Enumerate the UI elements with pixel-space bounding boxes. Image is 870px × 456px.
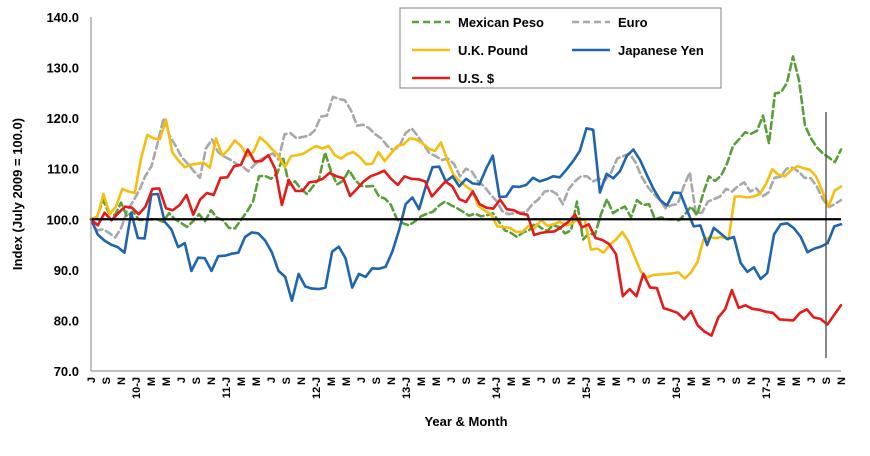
x-tick-label: 11-J xyxy=(221,377,233,398)
x-tick-label: N xyxy=(296,377,308,385)
y-tick-labels: 70.0 80.0 90.0 100.0 110.0 120.0 130.0 140.0 xyxy=(46,10,79,379)
x-tick-label: M xyxy=(251,377,263,386)
x-tick-label: M xyxy=(791,377,803,386)
y-tick-label: 140.0 xyxy=(46,10,79,25)
y-tick-label: 120.0 xyxy=(46,111,79,126)
x-tick-label: N xyxy=(206,377,218,385)
legend-label: Mexican Peso xyxy=(458,15,544,30)
legend-label: U.S. $ xyxy=(458,71,495,86)
x-tick-label: J xyxy=(626,377,638,383)
series-line-mexican-peso xyxy=(89,55,843,241)
x-tick-label: N xyxy=(386,377,398,385)
x-tick-label: 12-J xyxy=(311,377,323,399)
x-tick-labels: J S N 10-J M M J S N 11-J M M J S N 12-J M M J S N 13-J M M J S N 1… xyxy=(86,377,848,399)
x-tick-label: S xyxy=(461,377,473,384)
x-tick-label: M xyxy=(701,377,713,386)
x-tick-label: S xyxy=(641,377,653,384)
y-tick-label: 70.0 xyxy=(54,364,79,379)
legend-label: Euro xyxy=(618,15,648,30)
x-tick-label: M xyxy=(146,377,158,386)
x-tick-label: M xyxy=(506,377,518,386)
x-tick-label: M xyxy=(521,377,533,386)
x-tick-label: N xyxy=(656,377,668,385)
series-line-euro xyxy=(89,95,843,239)
series-line-u-s xyxy=(89,148,843,337)
x-tick-label: 16-J xyxy=(671,377,683,399)
x-tick-label: M xyxy=(236,377,248,386)
series-line-u-k-pound xyxy=(89,118,843,280)
x-tick-label: M xyxy=(596,377,608,386)
legend-label: Japanese Yen xyxy=(618,43,704,58)
x-tick-label: J xyxy=(806,377,818,383)
y-tick-label: 80.0 xyxy=(54,313,79,328)
x-tick-label: M xyxy=(431,377,443,386)
legend-label: U.K. Pound xyxy=(458,43,528,58)
x-tick-label: S xyxy=(821,377,833,384)
x-tick-label: N xyxy=(476,377,488,385)
x-tick-label: M xyxy=(326,377,338,386)
legend: Mexican Peso Euro U.K. Pound Japanese Yen U.… xyxy=(399,7,722,89)
x-tick-label: S xyxy=(551,377,563,384)
x-tick-label: S xyxy=(371,377,383,384)
x-tick-label: S xyxy=(281,377,293,384)
x-tick-label: M xyxy=(416,377,428,386)
y-axis-title: Index (July 2009 = 100.0) xyxy=(10,118,25,270)
x-tick-label: J xyxy=(266,377,278,383)
x-tick-label: M xyxy=(161,377,173,386)
x-tick-label: 10-J xyxy=(131,377,143,399)
x-tick-label: 17-J xyxy=(761,377,773,399)
x-tick-label: N xyxy=(746,377,758,385)
x-tick-label: 14-J xyxy=(491,377,503,399)
x-tick-label: S xyxy=(191,377,203,384)
x-tick-label: M xyxy=(686,377,698,386)
x-tick-label: S xyxy=(731,377,743,384)
series-line-japanese-yen xyxy=(89,127,843,303)
series-lines xyxy=(89,55,843,337)
x-tick-label: J xyxy=(446,377,458,383)
x-tick-label: M xyxy=(341,377,353,386)
x-tick-label: J xyxy=(86,377,98,383)
x-tick-label: J xyxy=(356,377,368,383)
x-tick-label: M xyxy=(776,377,788,386)
x-tick-label: 15-J xyxy=(581,377,593,399)
x-tick-label: J xyxy=(716,377,728,383)
y-tick-label: 90.0 xyxy=(54,263,79,278)
x-tick-label: J xyxy=(536,377,548,383)
x-axis-title: Year & Month xyxy=(424,414,507,429)
legend-box xyxy=(399,7,722,89)
vertical-markers xyxy=(825,112,827,358)
x-tick-label: N xyxy=(836,377,848,385)
x-tick-label: 13-J xyxy=(401,377,413,399)
y-tick-label: 130.0 xyxy=(46,61,79,76)
y-tick-label: 100.0 xyxy=(46,212,79,227)
x-tick-label: N xyxy=(566,377,578,385)
x-tick-label: S xyxy=(101,377,113,384)
x-tick-label: M xyxy=(611,377,623,386)
y-tick-label: 110.0 xyxy=(47,162,79,177)
x-tick-label: N xyxy=(116,377,128,385)
x-tick-label: J xyxy=(176,377,188,383)
